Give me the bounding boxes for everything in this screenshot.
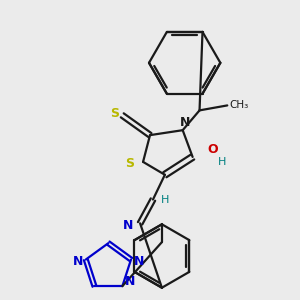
Text: N: N	[73, 255, 83, 268]
Text: S: S	[110, 107, 119, 120]
Text: H: H	[161, 194, 169, 205]
Text: N: N	[134, 255, 144, 268]
Text: N: N	[179, 116, 190, 129]
Text: N: N	[125, 275, 136, 288]
Text: N: N	[123, 219, 134, 232]
Text: O: O	[207, 142, 218, 155]
Text: H: H	[218, 157, 226, 167]
Text: S: S	[125, 158, 134, 170]
Text: CH₃: CH₃	[229, 100, 248, 110]
